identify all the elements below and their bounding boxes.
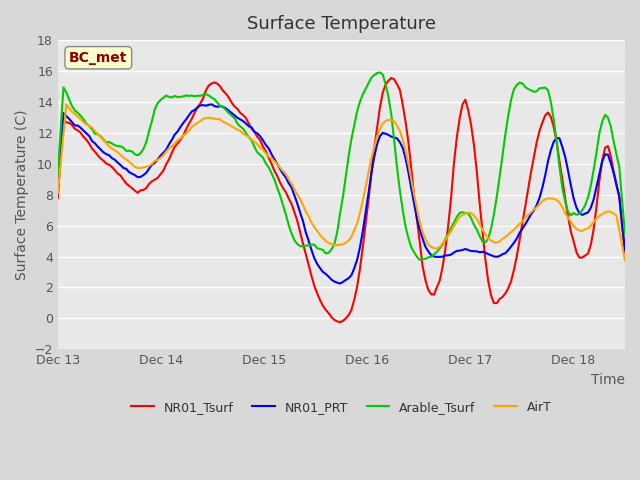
NR01_Tsurf bbox=[598, 158, 606, 164]
Arable_Tsurf bbox=[621, 231, 629, 237]
NR01_PRT bbox=[159, 150, 167, 156]
X-axis label: Time: Time bbox=[591, 372, 625, 387]
NR01_PRT bbox=[598, 158, 606, 164]
Arable_Tsurf bbox=[416, 257, 424, 263]
Arable_Tsurf bbox=[205, 93, 212, 98]
NR01_Tsurf bbox=[54, 195, 61, 201]
Arable_Tsurf bbox=[376, 70, 384, 75]
Arable_Tsurf bbox=[159, 95, 167, 101]
NR01_PRT bbox=[208, 101, 216, 107]
AirT bbox=[63, 101, 70, 107]
AirT bbox=[163, 149, 170, 155]
NR01_PRT bbox=[88, 138, 96, 144]
NR01_PRT bbox=[77, 125, 84, 131]
NR01_PRT bbox=[205, 102, 212, 108]
Arable_Tsurf bbox=[88, 126, 96, 132]
AirT bbox=[595, 213, 603, 219]
Line: Arable_Tsurf: Arable_Tsurf bbox=[58, 72, 625, 260]
Y-axis label: Surface Temperature (C): Surface Temperature (C) bbox=[15, 109, 29, 280]
NR01_PRT bbox=[54, 191, 61, 196]
AirT bbox=[208, 115, 216, 121]
Line: NR01_Tsurf: NR01_Tsurf bbox=[58, 78, 625, 322]
Text: BC_met: BC_met bbox=[69, 51, 127, 65]
NR01_Tsurf bbox=[205, 83, 212, 88]
Arable_Tsurf bbox=[598, 119, 606, 124]
NR01_PRT bbox=[579, 212, 586, 218]
Arable_Tsurf bbox=[77, 113, 84, 119]
Title: Surface Temperature: Surface Temperature bbox=[247, 15, 436, 33]
Legend: NR01_Tsurf, NR01_PRT, Arable_Tsurf, AirT: NR01_Tsurf, NR01_PRT, Arable_Tsurf, AirT bbox=[126, 396, 557, 419]
NR01_Tsurf bbox=[88, 145, 96, 151]
AirT bbox=[621, 258, 629, 264]
Line: NR01_PRT: NR01_PRT bbox=[58, 104, 625, 284]
NR01_Tsurf bbox=[336, 319, 344, 325]
AirT bbox=[91, 128, 99, 134]
Arable_Tsurf bbox=[579, 207, 586, 213]
AirT bbox=[54, 190, 61, 196]
NR01_PRT bbox=[336, 281, 344, 287]
NR01_Tsurf bbox=[621, 250, 629, 255]
NR01_PRT bbox=[621, 247, 629, 253]
NR01_Tsurf bbox=[159, 168, 167, 174]
AirT bbox=[575, 228, 583, 233]
NR01_Tsurf bbox=[579, 254, 586, 260]
Arable_Tsurf bbox=[54, 172, 61, 178]
NR01_Tsurf bbox=[387, 75, 395, 81]
Line: AirT: AirT bbox=[58, 104, 625, 261]
AirT bbox=[79, 119, 87, 125]
NR01_Tsurf bbox=[77, 130, 84, 135]
